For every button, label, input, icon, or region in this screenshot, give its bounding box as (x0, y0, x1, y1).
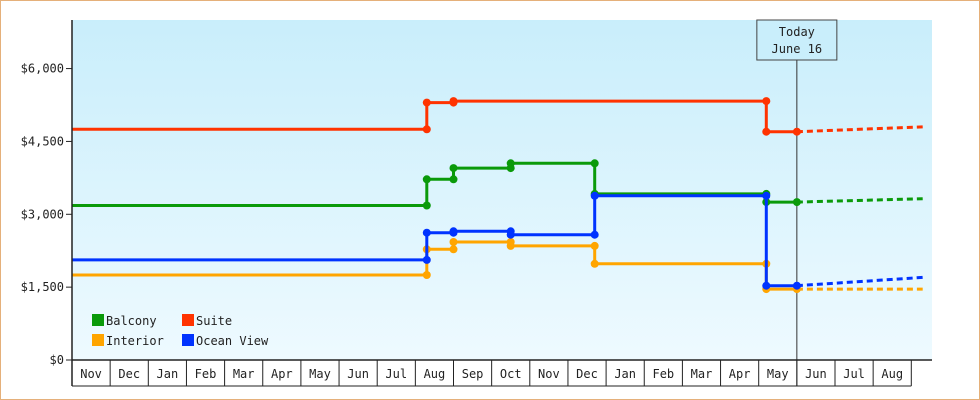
data-point-interior[interactable] (449, 245, 458, 254)
legend-swatch-balcony (92, 314, 104, 326)
y-tick-label: $4,500 (21, 134, 64, 148)
data-point-ocean-view[interactable] (762, 191, 771, 200)
data-point-ocean-view[interactable] (449, 227, 458, 236)
data-point-ocean-view[interactable] (590, 191, 599, 200)
series-layer (72, 97, 923, 294)
y-tick-label: $3,000 (21, 207, 64, 221)
x-tick-label: Jun (805, 367, 827, 381)
forecast-line-ocean-view (796, 275, 923, 288)
y-tick-label: $1,500 (21, 280, 64, 294)
data-point-balcony[interactable] (506, 159, 515, 168)
legend-label-suite: Suite (196, 314, 232, 328)
legend-swatch-ocean-view (182, 334, 194, 346)
data-point-ocean-view[interactable] (422, 228, 431, 237)
y-tick-label: $6,000 (21, 62, 64, 76)
today-label: Today (779, 25, 815, 39)
data-point-interior[interactable] (506, 241, 515, 250)
data-point-interior[interactable] (590, 259, 599, 268)
x-tick-label: Dec (576, 367, 598, 381)
plot-background (72, 20, 932, 360)
x-tick-label: May (309, 367, 331, 381)
today-date: June 16 (772, 42, 823, 56)
forecast-line-suite (796, 125, 923, 134)
data-point-balcony[interactable] (449, 175, 458, 184)
forecast-line-balcony (796, 197, 923, 204)
x-tick-label: Sep (462, 367, 484, 381)
data-point-ocean-view[interactable] (422, 255, 431, 264)
legend-swatch-interior (92, 334, 104, 346)
data-point-balcony[interactable] (422, 201, 431, 210)
data-point-suite[interactable] (422, 98, 431, 107)
x-tick-label: Nov (80, 367, 102, 381)
data-point-interior[interactable] (449, 238, 458, 246)
x-tick-label: Feb (652, 367, 674, 381)
data-point-balcony[interactable] (449, 164, 458, 173)
data-point-suite[interactable] (449, 97, 458, 106)
data-point-balcony[interactable] (792, 198, 801, 207)
x-tick-label: Mar (691, 367, 713, 381)
data-point-suite[interactable] (792, 127, 801, 136)
x-tick-label: Nov (538, 367, 560, 381)
x-tick-label: Jun (347, 367, 369, 381)
x-tick-label: Aug (424, 367, 446, 381)
x-tick-label: Oct (500, 367, 522, 381)
x-tick-label: Jul (843, 367, 865, 381)
data-point-interior[interactable] (422, 271, 431, 279)
data-point-ocean-view[interactable] (792, 281, 801, 290)
legend-label-interior: Interior (106, 334, 164, 348)
y-tick-label: $0 (50, 353, 64, 367)
data-point-suite[interactable] (762, 97, 771, 106)
data-point-ocean-view[interactable] (506, 230, 515, 239)
legend-label-ocean-view: Ocean View (196, 334, 269, 348)
x-tick-label: Apr (271, 367, 293, 381)
x-tick-label: Feb (195, 367, 217, 381)
x-tick-label: Jul (385, 367, 407, 381)
today-box (756, 19, 838, 61)
legend-swatch-suite (182, 314, 194, 326)
legend: Balcony Suite Interior Ocean View (92, 314, 269, 348)
x-tick-label: Dec (118, 367, 140, 381)
data-point-balcony[interactable] (422, 175, 431, 184)
y-ticks: $0 $1,500 $3,000 $4,500 $6,000 (21, 62, 72, 367)
data-point-suite[interactable] (422, 125, 431, 134)
today-annotation: Today June 16 (756, 19, 838, 386)
data-point-ocean-view[interactable] (590, 230, 599, 239)
data-point-balcony[interactable] (590, 159, 599, 168)
x-ticks: Nov Dec Jan Feb Mar Apr May Jun Jul Aug Sep Oct Nov D… (71, 360, 912, 387)
x-tick-label: Aug (881, 367, 903, 381)
data-point-interior[interactable] (590, 241, 599, 250)
x-tick-label: Jan (614, 367, 636, 381)
data-point-suite[interactable] (762, 127, 771, 136)
data-point-ocean-view[interactable] (762, 281, 771, 290)
x-tick-label: May (767, 367, 789, 381)
x-tick-label: Jan (157, 367, 179, 381)
x-tick-label: Mar (233, 367, 255, 381)
legend-label-balcony: Balcony (106, 314, 157, 328)
x-tick-label: Apr (729, 367, 751, 381)
